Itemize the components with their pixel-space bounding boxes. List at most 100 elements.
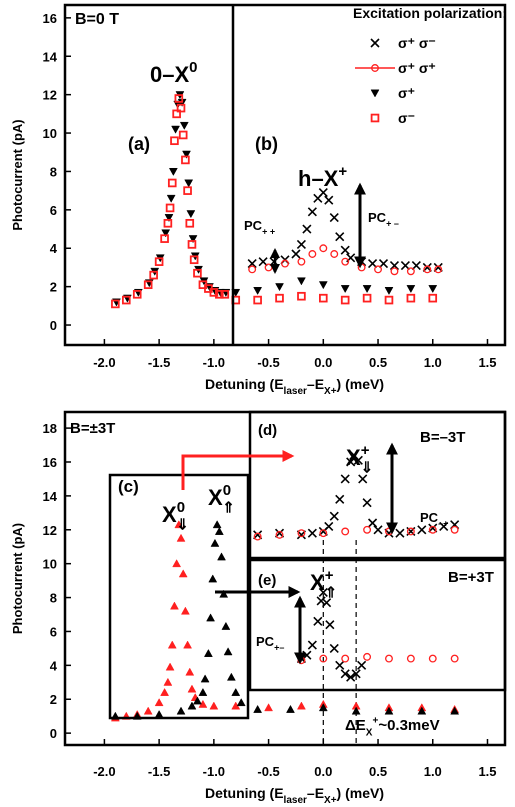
point	[406, 267, 415, 276]
point	[132, 290, 142, 299]
point	[212, 520, 222, 529]
point	[296, 239, 306, 249]
annotation: X+ ⇑	[310, 567, 337, 602]
point	[341, 654, 350, 663]
point	[313, 616, 323, 626]
point	[171, 125, 180, 134]
y-tick-label: 16	[43, 455, 57, 470]
point	[316, 596, 326, 606]
point	[275, 283, 284, 292]
point	[322, 598, 332, 608]
y-tick-label: 10	[43, 557, 57, 572]
y-tick-label: 14	[43, 489, 58, 504]
point	[428, 285, 438, 294]
y-axis-label: Photocurrent (pA)	[10, 119, 25, 230]
point	[161, 229, 171, 238]
x-tick-label: 1.5	[478, 355, 496, 370]
text-part: laser	[284, 386, 307, 397]
point	[286, 704, 295, 713]
y-tick-label: 2	[50, 280, 57, 295]
text-part: +	[338, 163, 347, 180]
text-part: B=–3T	[420, 429, 465, 446]
plots: -2.0 -1.5 -1.0 -0.5 0.0 0.5 1.0 1.5 0 2 4 6 8 10 12 14 1…	[10, 3, 507, 806]
point	[149, 270, 158, 280]
point	[253, 704, 263, 713]
point	[172, 559, 182, 568]
annotation: X0 ⇓	[162, 499, 189, 534]
point	[253, 287, 263, 295]
point	[208, 574, 218, 583]
point	[111, 299, 120, 309]
text-part: X	[366, 727, 373, 738]
text-part: Detuning (E	[205, 785, 284, 801]
point	[362, 285, 372, 294]
text-part: (c)	[118, 477, 139, 496]
y-axis-label: Photocurrent (pA)	[10, 523, 25, 634]
point	[434, 265, 443, 274]
point	[384, 706, 394, 715]
plot-frame	[63, 410, 507, 747]
point	[176, 533, 186, 542]
text-part: B=±3T	[70, 420, 115, 437]
inset-box	[248, 410, 507, 560]
point	[362, 293, 372, 303]
inset-box	[248, 558, 507, 692]
point	[163, 218, 173, 228]
point	[221, 621, 231, 630]
point	[428, 654, 437, 663]
point	[324, 521, 334, 531]
point	[167, 178, 177, 188]
point	[180, 606, 190, 615]
point	[163, 677, 173, 686]
text-part: X	[346, 445, 361, 470]
point	[385, 654, 393, 663]
point	[219, 589, 229, 598]
text-part: (b)	[255, 134, 278, 154]
text-part: h–X	[298, 166, 339, 191]
annotation: (b)	[255, 134, 278, 154]
x-tick-label: 1.5	[478, 764, 496, 779]
point	[291, 249, 301, 259]
text-part: X	[162, 502, 177, 527]
point	[353, 455, 363, 465]
y-tick-label: 6	[50, 624, 57, 639]
text-part: B=+3T	[448, 569, 494, 586]
point	[330, 250, 339, 258]
text-part: 0–X	[150, 62, 189, 87]
text-part: Detuning (E	[205, 376, 284, 392]
x-tick-label: 0.0	[314, 764, 332, 779]
legend-label: σ⁺ σ⁺	[398, 60, 436, 76]
point	[340, 669, 350, 679]
point	[178, 569, 188, 578]
point	[189, 255, 199, 265]
point	[302, 224, 312, 234]
annotation: B=–3T	[420, 429, 465, 446]
point	[400, 260, 410, 271]
text-part: –E	[307, 376, 324, 392]
point	[374, 265, 382, 274]
point	[206, 613, 215, 622]
point	[214, 526, 224, 535]
point	[167, 640, 177, 649]
point	[340, 295, 350, 305]
y-tick-label: 14	[43, 49, 58, 64]
legend-marker	[370, 38, 380, 48]
text-part: PC	[420, 510, 439, 525]
point	[174, 94, 184, 103]
y-tick-label: 2	[50, 692, 57, 707]
point	[187, 240, 197, 249]
annotation: PC+–	[256, 634, 284, 653]
point	[297, 291, 306, 301]
point	[170, 601, 179, 610]
annotation: (a)	[128, 134, 150, 154]
point	[248, 265, 257, 274]
text-part: B=0 T	[75, 11, 119, 28]
point	[253, 295, 262, 305]
point	[223, 647, 233, 656]
point	[185, 667, 195, 676]
point	[329, 212, 339, 223]
point	[176, 706, 186, 715]
point	[275, 293, 284, 303]
point	[318, 188, 328, 198]
point	[154, 257, 164, 266]
